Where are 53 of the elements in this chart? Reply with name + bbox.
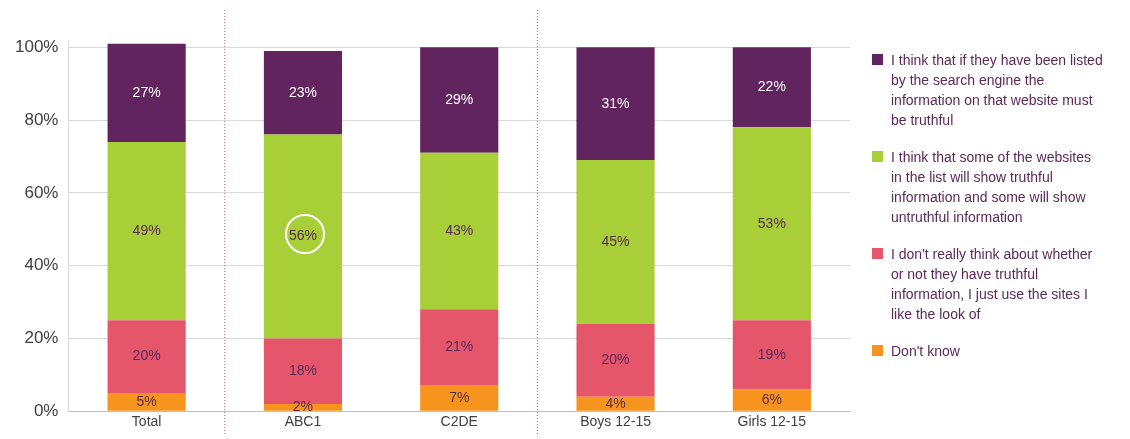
- bar: [732, 47, 811, 128]
- data-label: 20%: [601, 351, 630, 368]
- bar: [576, 323, 655, 397]
- data-label: 19%: [757, 345, 786, 362]
- y-tick-label: 20%: [24, 328, 59, 348]
- legend-label: Don't know: [891, 342, 960, 361]
- legend-label: I think that if they have been listed by the search engine the information on that website must be truthful: [891, 51, 1104, 130]
- x-tick-label: C2DE: [440, 413, 478, 430]
- x-tick-label: Total: [131, 413, 162, 430]
- data-label: 21%: [445, 338, 474, 355]
- y-tick-label: 0%: [33, 400, 59, 420]
- data-label: 43%: [445, 221, 474, 238]
- data-label: 45%: [601, 232, 630, 249]
- data-label: 22%: [757, 78, 786, 95]
- legend-label: I don't really think about whether or not they have truthful information, I just use the sites I like the look of: [891, 245, 1094, 324]
- x-tick-label: Boys 12-15: [580, 413, 652, 430]
- data-label: 29%: [445, 90, 474, 107]
- data-label: 53%: [757, 214, 786, 231]
- data-label: 6%: [761, 390, 782, 407]
- data-label: 2%: [292, 398, 314, 415]
- bar: [732, 320, 811, 390]
- bar: [107, 320, 186, 393]
- data-label: 31%: [601, 94, 630, 111]
- bar: [420, 47, 499, 153]
- data-label: 49%: [132, 221, 161, 238]
- data-label: 56%: [288, 227, 317, 244]
- bar: [263, 134, 343, 339]
- data-label: 4%: [605, 394, 626, 411]
- bar: [732, 389, 811, 411]
- bar: [576, 396, 655, 411]
- data-label: 23%: [288, 83, 317, 100]
- y-tick-label: 40%: [24, 255, 59, 275]
- bar: [420, 309, 499, 386]
- x-tick-label: Girls 12-15: [737, 413, 807, 430]
- data-label: 7%: [449, 389, 470, 406]
- bar: [107, 141, 186, 321]
- bar: [732, 127, 811, 321]
- bar: [420, 385, 499, 411]
- y-tick-label: 100%: [15, 36, 59, 56]
- data-label: 18%: [288, 362, 317, 379]
- data-label: 20%: [132, 347, 161, 364]
- x-tick-label: ABC1: [284, 413, 322, 430]
- data-label: 5%: [136, 392, 157, 409]
- bar: [107, 393, 186, 411]
- data-label: 27%: [132, 83, 161, 100]
- bar: [420, 152, 499, 310]
- y-tick-label: 60%: [24, 182, 59, 202]
- y-tick-label: 80%: [24, 109, 59, 129]
- legend-label: I think that some of the websites in the list will show truthful information and some will show untruthful information: [891, 148, 1092, 227]
- bar: [107, 43, 186, 142]
- bar: [576, 160, 655, 324]
- bar: [576, 47, 655, 161]
- bar: [263, 50, 343, 135]
